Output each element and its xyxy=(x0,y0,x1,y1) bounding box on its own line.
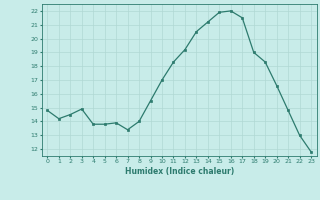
X-axis label: Humidex (Indice chaleur): Humidex (Indice chaleur) xyxy=(124,167,234,176)
